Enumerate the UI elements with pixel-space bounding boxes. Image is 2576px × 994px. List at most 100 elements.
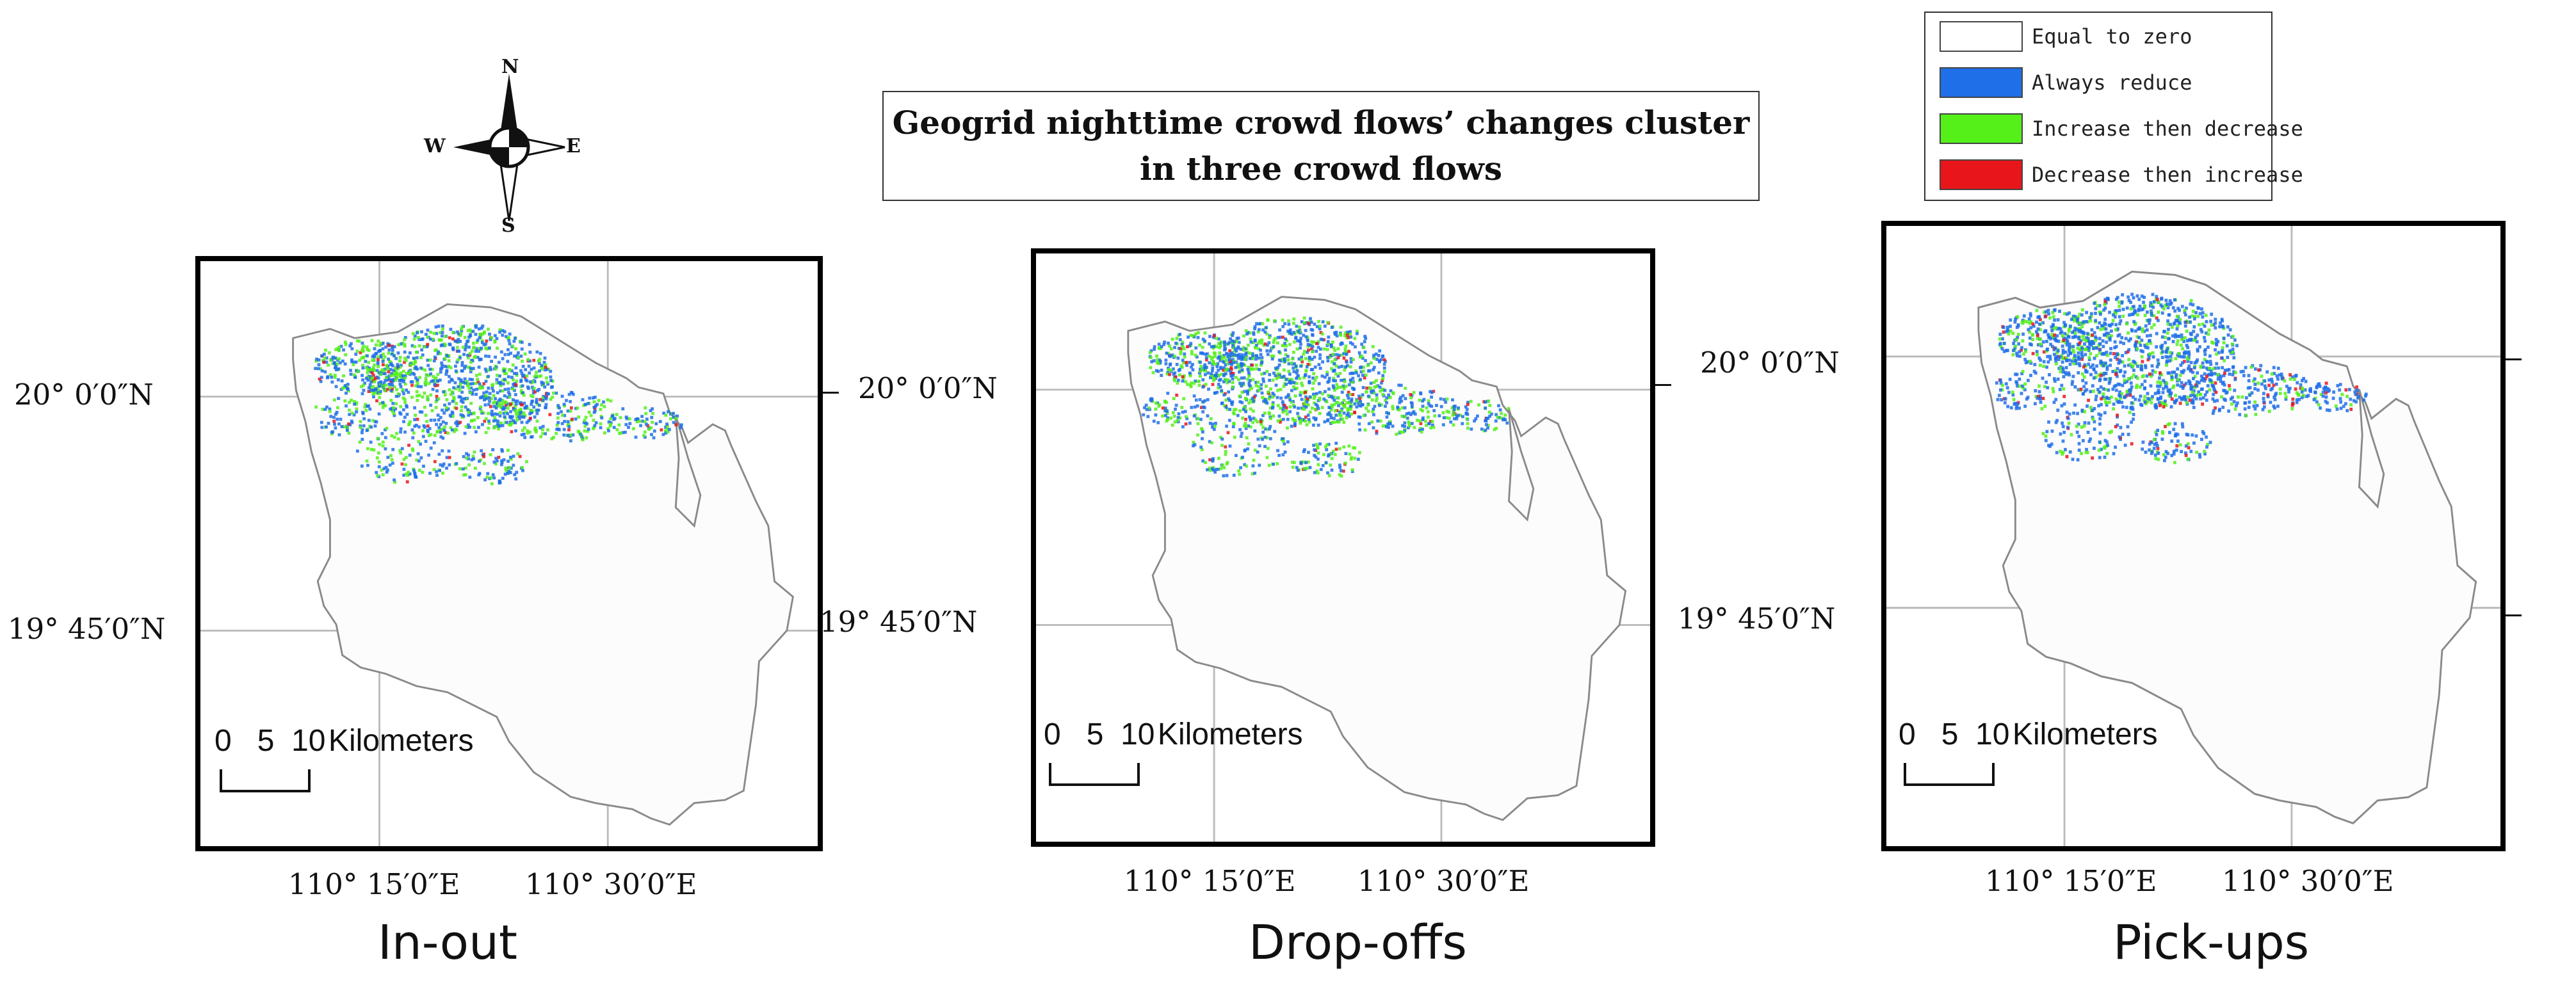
cluster-dot (1254, 384, 1258, 387)
cluster-dot (393, 480, 397, 484)
cluster-dot (368, 407, 372, 411)
cluster-dot (457, 337, 460, 341)
cluster-dot (350, 419, 353, 423)
cluster-dot (392, 412, 396, 415)
cluster-dot (320, 421, 323, 424)
cluster-dot (2189, 332, 2192, 335)
cluster-dot (2188, 315, 2191, 319)
cluster-dot (1199, 406, 1203, 410)
cluster-dot (1314, 418, 1317, 422)
cluster-dot (1251, 421, 1255, 424)
cluster-dot (499, 421, 503, 425)
cluster-dot (1331, 396, 1334, 399)
cluster-dot (2112, 352, 2116, 356)
cluster-dot (2300, 379, 2304, 383)
cluster-dot (1169, 363, 1172, 367)
cluster-dot (1418, 428, 1422, 432)
cluster-dot (1160, 374, 1163, 377)
cluster-dot (1455, 415, 1459, 419)
cluster-dot (2061, 348, 2065, 353)
cluster-dot (583, 424, 587, 428)
cluster-dot (2174, 335, 2177, 339)
cluster-dot (394, 394, 398, 398)
cluster-dot (505, 421, 508, 424)
cluster-dot (521, 391, 525, 395)
cluster-dot (381, 401, 385, 405)
cluster-dot (1261, 377, 1265, 381)
cluster-dot (2114, 373, 2118, 376)
cluster-dot (1413, 412, 1417, 416)
cluster-dot (1242, 348, 1245, 352)
cluster-dot (1421, 399, 1425, 403)
cluster-dot (383, 367, 387, 371)
cluster-dot (1194, 346, 1198, 350)
cluster-dot (1477, 403, 1480, 407)
cluster-dot (448, 402, 451, 406)
cluster-dot (608, 424, 612, 428)
cluster-dot (461, 413, 465, 417)
cluster-dot (2091, 363, 2094, 367)
cluster-dot (1203, 331, 1207, 335)
cluster-dot (381, 473, 385, 477)
cluster-dot (2094, 397, 2098, 401)
cluster-dot (535, 408, 539, 412)
cluster-dot (2150, 326, 2153, 330)
cluster-dot (482, 455, 485, 458)
cluster-dot (2146, 346, 2150, 349)
cluster-dot (1344, 385, 1348, 388)
cluster-dot (362, 424, 366, 428)
cluster-dot (369, 386, 373, 390)
cluster-dot (672, 412, 676, 415)
cluster-dot (378, 392, 382, 395)
cluster-dot (1201, 400, 1205, 404)
cluster-dot (458, 356, 462, 360)
cluster-dot (1386, 422, 1389, 426)
cluster-dot (2215, 362, 2219, 365)
cluster-dot (506, 387, 510, 391)
cluster-dot (421, 470, 425, 474)
cluster-dot (501, 476, 505, 480)
cluster-dot (1303, 374, 1307, 378)
cluster-dot (2046, 355, 2050, 358)
cluster-dot (2103, 298, 2107, 301)
cluster-dot (1306, 397, 1309, 401)
cluster-dot (2262, 405, 2266, 409)
cluster-dot (2232, 400, 2236, 404)
cluster-dot (2227, 409, 2231, 413)
cluster-dot (492, 389, 495, 393)
cluster-dot (2225, 344, 2229, 348)
cluster-dot (332, 415, 336, 419)
cluster-dot (1345, 333, 1349, 337)
cluster-dot (398, 355, 402, 359)
cluster-dot (1224, 369, 1227, 372)
cluster-dot (1268, 373, 1272, 376)
cluster-dot (2184, 398, 2188, 402)
cluster-dot (1206, 398, 1210, 401)
cluster-dot (1452, 405, 1456, 408)
cluster-dot (2209, 362, 2213, 366)
cluster-dot (468, 378, 472, 381)
cluster-dot (2176, 383, 2180, 387)
cluster-dot (2078, 328, 2082, 332)
cluster-dot (1299, 346, 1302, 350)
cluster-dot (2076, 412, 2079, 415)
cluster-dot (2041, 431, 2045, 435)
cluster-dot (2290, 375, 2294, 379)
cluster-dot (460, 415, 464, 419)
cluster-dot (501, 329, 505, 333)
cluster-dot (2179, 343, 2183, 347)
cluster-dot (401, 408, 405, 412)
cluster-dot (1219, 467, 1223, 470)
cluster-dot (314, 405, 318, 409)
cluster-dot (2226, 355, 2230, 359)
cluster-dot (1407, 426, 1410, 429)
cluster-dot (2101, 339, 2105, 343)
cluster-dot (531, 385, 534, 389)
cluster-dot (2039, 364, 2042, 367)
cluster-dot (484, 397, 488, 401)
cluster-dot (1231, 377, 1235, 381)
cluster-dot (621, 431, 625, 435)
cluster-dot (408, 453, 412, 457)
cluster-dot (1247, 365, 1251, 369)
cluster-dot (1165, 419, 1169, 423)
